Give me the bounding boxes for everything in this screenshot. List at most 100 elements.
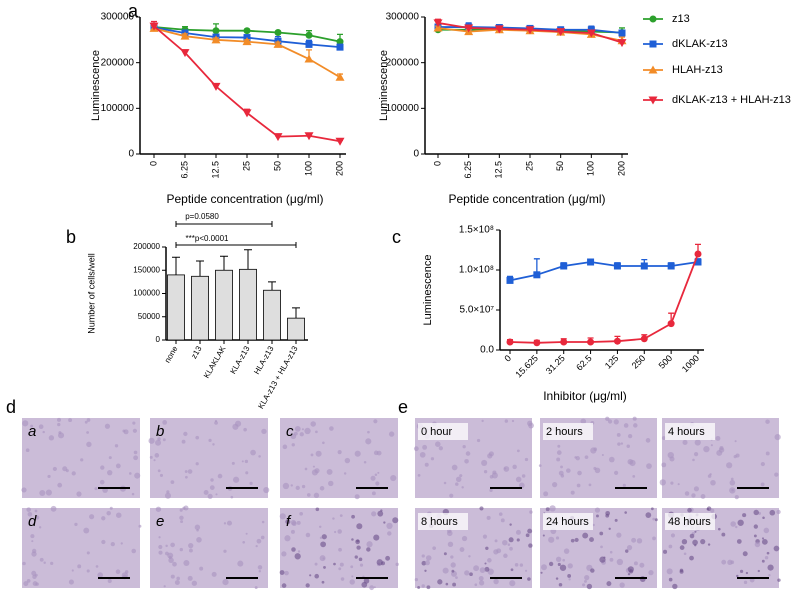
marker [335, 137, 345, 146]
cell [183, 431, 188, 437]
y-tick-label: 0 [128, 149, 134, 160]
legend-label: dKLAK-z13 [672, 38, 728, 50]
cell [351, 538, 354, 541]
cell [363, 460, 367, 464]
cell [464, 570, 470, 576]
cell [562, 558, 566, 562]
cell [465, 451, 471, 456]
cell [210, 478, 214, 482]
cell [132, 428, 137, 433]
cell [304, 467, 308, 471]
cell [555, 577, 559, 580]
cell [767, 564, 774, 571]
cell [730, 521, 736, 527]
cell [183, 505, 189, 511]
cell [323, 565, 326, 569]
cell [380, 509, 383, 512]
marker [180, 49, 190, 58]
cell [735, 525, 738, 529]
cell [620, 442, 624, 445]
x-tick-label: 25 [524, 161, 534, 171]
cell [687, 507, 692, 513]
cell [703, 445, 710, 453]
cell [314, 562, 318, 566]
marker [149, 22, 159, 31]
cell [566, 468, 571, 473]
cell [110, 542, 115, 547]
cell [681, 539, 688, 545]
cell [527, 577, 531, 581]
cell [528, 543, 533, 548]
cell [560, 465, 563, 469]
panel-sublabel: a [28, 423, 36, 440]
cell [284, 535, 291, 542]
cell [413, 446, 419, 452]
cell [582, 532, 589, 539]
cell [114, 444, 119, 448]
cell [26, 507, 31, 512]
cell [149, 455, 153, 459]
cell [313, 492, 320, 499]
cell [631, 537, 637, 543]
marker [556, 28, 566, 37]
cell [305, 583, 310, 588]
micrograph [150, 418, 268, 498]
cell [430, 457, 435, 461]
cell [257, 565, 263, 570]
cell [619, 582, 625, 588]
cell [503, 467, 507, 470]
cell [718, 447, 725, 453]
cell [39, 526, 42, 529]
cell [586, 583, 593, 590]
label-box [418, 423, 468, 440]
marker [304, 54, 314, 63]
panel-label: b [66, 227, 76, 247]
cell [421, 560, 427, 566]
cell [670, 533, 676, 538]
cell [555, 536, 560, 540]
cell [737, 519, 744, 526]
legend-label: HLAH-z13 [672, 64, 723, 76]
cell [77, 564, 82, 569]
cell [710, 444, 713, 447]
cell [542, 534, 545, 537]
legend-marker [648, 96, 658, 105]
cell [442, 567, 449, 574]
cell [765, 419, 770, 424]
cell [424, 560, 430, 566]
cell [115, 463, 121, 469]
cell [21, 487, 27, 493]
legend-label: z13 [672, 13, 690, 25]
cell [624, 511, 627, 514]
cell [616, 558, 624, 566]
cell [343, 472, 347, 475]
cell [68, 418, 73, 423]
cell [559, 564, 567, 571]
cell [48, 435, 55, 441]
cell [593, 466, 597, 470]
cell [354, 450, 361, 457]
x-tick-label: 500 [657, 353, 675, 371]
cell [425, 555, 432, 561]
marker [613, 337, 621, 345]
marker [525, 26, 535, 35]
cell [760, 461, 765, 467]
cell [743, 580, 748, 585]
cell [593, 447, 598, 451]
marker [211, 82, 221, 91]
y-axis-label: Luminescence [378, 50, 390, 121]
cell [584, 455, 589, 460]
cell [170, 542, 175, 548]
cell [601, 453, 604, 457]
cell [773, 545, 780, 552]
cell [500, 518, 505, 523]
cell [179, 515, 184, 521]
y-tick-label: 100000 [133, 289, 160, 298]
marker [533, 339, 541, 347]
cell [181, 439, 186, 444]
cell [557, 444, 561, 448]
cell [148, 437, 155, 444]
x-tick-label: KLAKLAK [202, 344, 228, 380]
cell [293, 431, 298, 436]
cell [191, 580, 198, 586]
